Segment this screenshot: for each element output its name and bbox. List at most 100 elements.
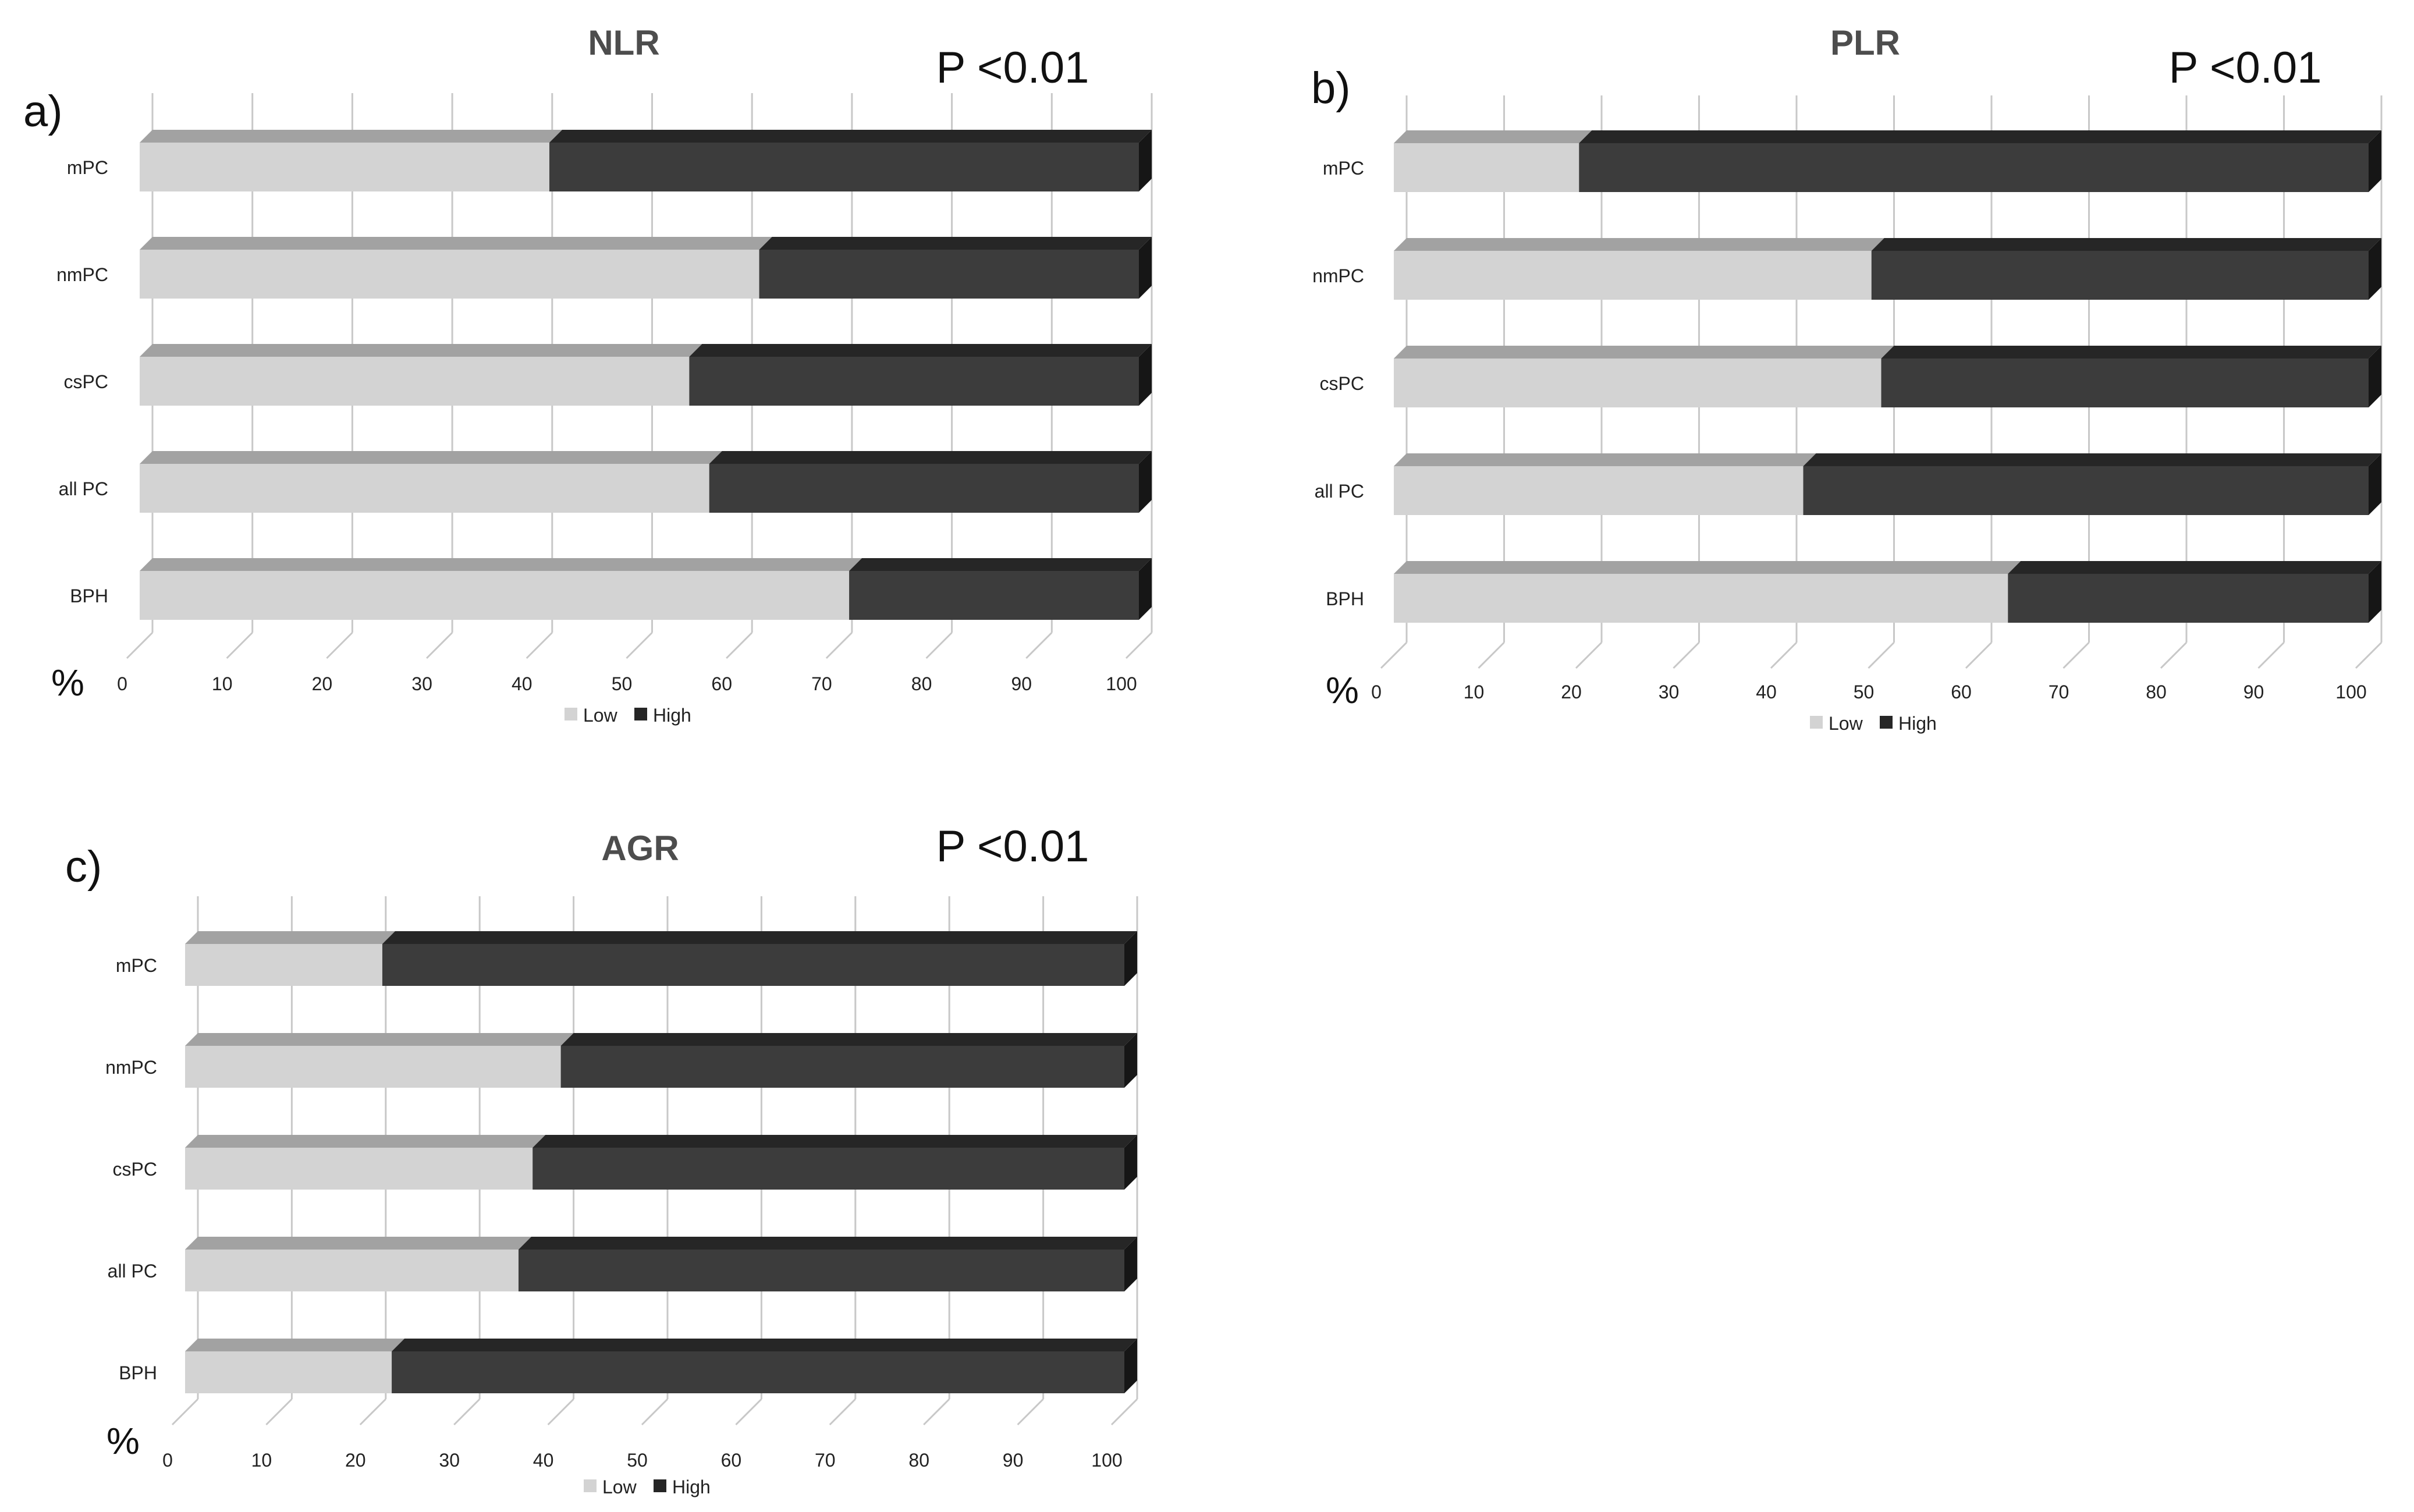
bar-all-pc-end-face	[1139, 451, 1152, 513]
x-tick-label: 70	[815, 1450, 836, 1471]
panel-label: b)	[1311, 63, 1351, 113]
x-tick-label: 20	[1561, 682, 1582, 702]
category-label: all PC	[59, 478, 108, 499]
bar-cspc-low-top	[1394, 346, 1894, 359]
bar-cspc-low-top	[185, 1135, 546, 1148]
gridline-floor	[626, 631, 653, 659]
gridline-floor	[1110, 1398, 1138, 1426]
gridline-floor	[735, 1398, 762, 1426]
x-tick-label: 70	[811, 673, 832, 694]
bar-cspc-low	[185, 1148, 533, 1190]
bar-mpc-low-top	[140, 130, 562, 143]
x-tick-label: 30	[439, 1450, 460, 1471]
x-tick-label: 20	[312, 673, 333, 694]
category-label: csPC	[113, 1159, 157, 1180]
x-axis-label: %	[106, 1420, 140, 1462]
x-tick-label: 40	[512, 673, 532, 694]
bar-cspc-low-top	[140, 344, 702, 357]
bar-all-pc-end-face	[2369, 453, 2381, 515]
x-tick-label: 90	[1011, 673, 1032, 694]
bar-nmpc-low-top	[1394, 238, 1884, 251]
x-tick-label: 50	[1854, 682, 1875, 702]
x-tick-label: 60	[1951, 682, 1972, 702]
bar-mpc-high	[382, 944, 1125, 986]
bar-cspc-end-face	[1124, 1135, 1137, 1190]
x-tick-label: 50	[627, 1450, 648, 1471]
bar-mpc-high-top	[382, 931, 1138, 944]
gridline-floor	[2160, 641, 2188, 669]
bar-all-pc-high	[1803, 466, 2369, 515]
gridline-floor	[1575, 641, 1603, 669]
bar-bph-low	[1394, 574, 2008, 623]
bar-cspc-high-top	[532, 1135, 1138, 1148]
gridline-floor	[547, 1398, 574, 1426]
x-tick-label: 30	[1659, 682, 1680, 702]
bar-cspc-high	[689, 357, 1139, 406]
category-label: all PC	[108, 1261, 157, 1282]
bar-mpc-high-top	[549, 130, 1152, 143]
bar-mpc-low-top	[185, 931, 395, 944]
bar-mpc-low	[185, 944, 382, 986]
legend-label-low: Low	[583, 705, 618, 726]
gridline-floor	[265, 1398, 293, 1426]
x-tick-label: 0	[117, 673, 127, 694]
panel-label: c)	[65, 842, 102, 892]
bar-nmpc-low	[1394, 251, 1872, 300]
gridline-floor	[1017, 1398, 1044, 1426]
x-tick-label: 100	[1106, 673, 1137, 694]
panel-plr: 0 10 20 30 40 50 60 70 80 90 100 mPC nmPC csPC all PC B…	[1311, 23, 2383, 734]
gridline-floor	[526, 631, 553, 659]
x-tick-label: 90	[1003, 1450, 1024, 1471]
bar-nmpc-high	[560, 1046, 1124, 1088]
bar-mpc-high	[549, 143, 1139, 191]
bar-bph-low	[140, 571, 850, 620]
bar-bph-end-face	[2369, 561, 2381, 623]
bar-cspc-high	[532, 1148, 1124, 1190]
x-tick-label: 40	[533, 1450, 554, 1471]
bar-bph-low	[185, 1351, 392, 1393]
bar-nmpc-high	[759, 250, 1139, 299]
x-tick-label: 100	[2335, 682, 2366, 702]
gridline-floor	[2257, 641, 2285, 669]
x-tick-label: 100	[1091, 1450, 1122, 1471]
category-label: mPC	[1323, 158, 1364, 179]
bar-all-pc-high-top	[518, 1237, 1137, 1250]
gridline-floor	[825, 631, 853, 659]
x-tick-label: 10	[251, 1450, 272, 1471]
bar-bph-high-top	[392, 1339, 1137, 1351]
gridline-floor	[2062, 641, 2090, 669]
gridline-floor	[1868, 641, 1895, 669]
bar-bph-high	[392, 1351, 1124, 1393]
bar-nmpc-low	[140, 250, 759, 299]
gridline-floor	[726, 631, 753, 659]
legend-swatch-low	[565, 708, 577, 720]
legend: Low High	[1810, 713, 1937, 734]
gridline-floor	[1478, 641, 1505, 669]
x-tick-label: 80	[911, 673, 932, 694]
legend-swatch-high	[634, 708, 647, 720]
gridline-floor	[1025, 631, 1053, 659]
bar-nmpc-end-face	[2369, 238, 2381, 300]
bar-mpc-low	[140, 143, 549, 191]
legend-swatch-low	[1810, 716, 1823, 729]
gridline-floor	[1965, 641, 1993, 669]
gridline-floor	[1125, 631, 1153, 659]
bar-mpc-high-top	[1579, 130, 2381, 143]
legend-label-high: High	[672, 1476, 711, 1497]
x-tick-label: 80	[908, 1450, 929, 1471]
category-label: mPC	[67, 157, 108, 178]
bar-all-pc-high-top	[709, 451, 1152, 464]
bar-all-pc-low	[1394, 466, 1804, 515]
bar-cspc-high-top	[1881, 346, 2381, 359]
bar-bph-high-top	[2008, 561, 2381, 574]
panel-label: a)	[23, 87, 63, 136]
bar-nmpc-high	[1871, 251, 2369, 300]
bar-mpc-low-top	[1394, 130, 1592, 143]
bar-mpc-end-face	[2369, 130, 2381, 192]
bar-bph-high	[2008, 574, 2369, 623]
gridline-floor	[1770, 641, 1798, 669]
gridline-floor	[1673, 641, 1700, 669]
category-label: BPH	[70, 585, 108, 606]
panel-agr: 0 10 20 30 40 50 60 70 80 90 100 mPC nmPC csPC all PC B…	[65, 822, 1138, 1497]
category-label: nmPC	[1312, 265, 1364, 286]
